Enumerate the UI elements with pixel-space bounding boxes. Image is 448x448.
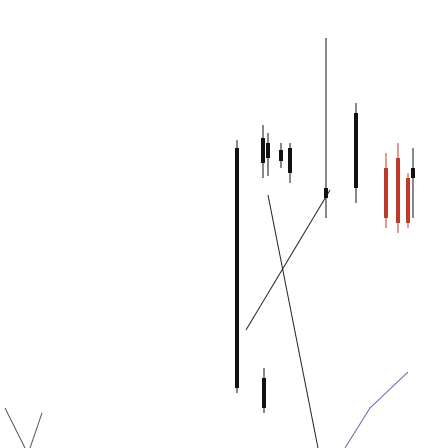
- candle-body: [262, 378, 266, 408]
- candle-body: [411, 168, 415, 178]
- candle-body: [324, 188, 328, 198]
- line: [29, 412, 43, 448]
- candle-body: [354, 113, 358, 188]
- line: [245, 189, 331, 331]
- candle-body: [279, 150, 283, 161]
- candle-body: [406, 178, 410, 223]
- line: [267, 194, 319, 448]
- line: [4, 407, 26, 448]
- candle-body: [384, 168, 388, 218]
- line: [344, 371, 409, 448]
- candle-body: [235, 148, 239, 388]
- candle-body: [288, 148, 292, 173]
- candle-body: [396, 158, 400, 223]
- candle-body: [266, 143, 270, 158]
- candle-body: [261, 138, 265, 163]
